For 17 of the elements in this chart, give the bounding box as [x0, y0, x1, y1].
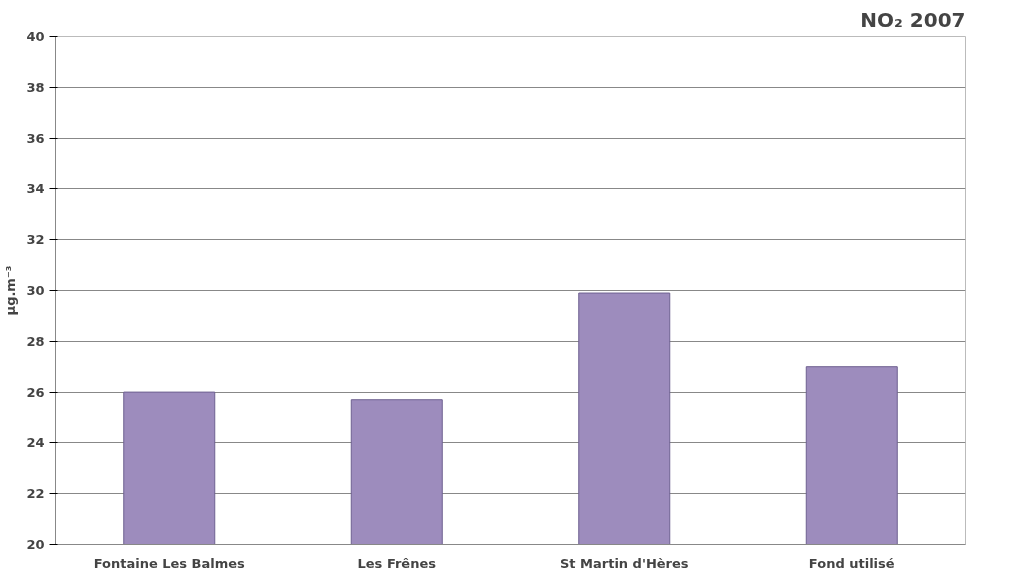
y-axis-title: µg.m⁻³	[3, 265, 19, 316]
y-tick-label: 20	[26, 537, 45, 552]
y-tick-label: 40	[26, 29, 45, 44]
y-tick-label: 24	[26, 435, 45, 451]
x-tick-label: Les Frênes	[357, 555, 437, 571]
x-tick-label: Fond utilisé	[808, 555, 895, 571]
y-tick-label: 38	[26, 79, 45, 95]
y-tick-label: 22	[26, 486, 45, 502]
x-tick-label: St Martin d'Hères	[559, 555, 689, 571]
y-tick-label: 36	[26, 130, 45, 146]
y-tick-label: 26	[26, 384, 45, 400]
y-tick-label: 28	[26, 333, 45, 349]
x-tick-label: Fontaine Les Balmes	[93, 555, 246, 571]
y-tick-label: 32	[26, 232, 45, 248]
y-tick-label: 34	[26, 181, 45, 197]
y-tick-label: 30	[26, 283, 45, 298]
chart-title: NO₂ 2007	[860, 7, 966, 32]
